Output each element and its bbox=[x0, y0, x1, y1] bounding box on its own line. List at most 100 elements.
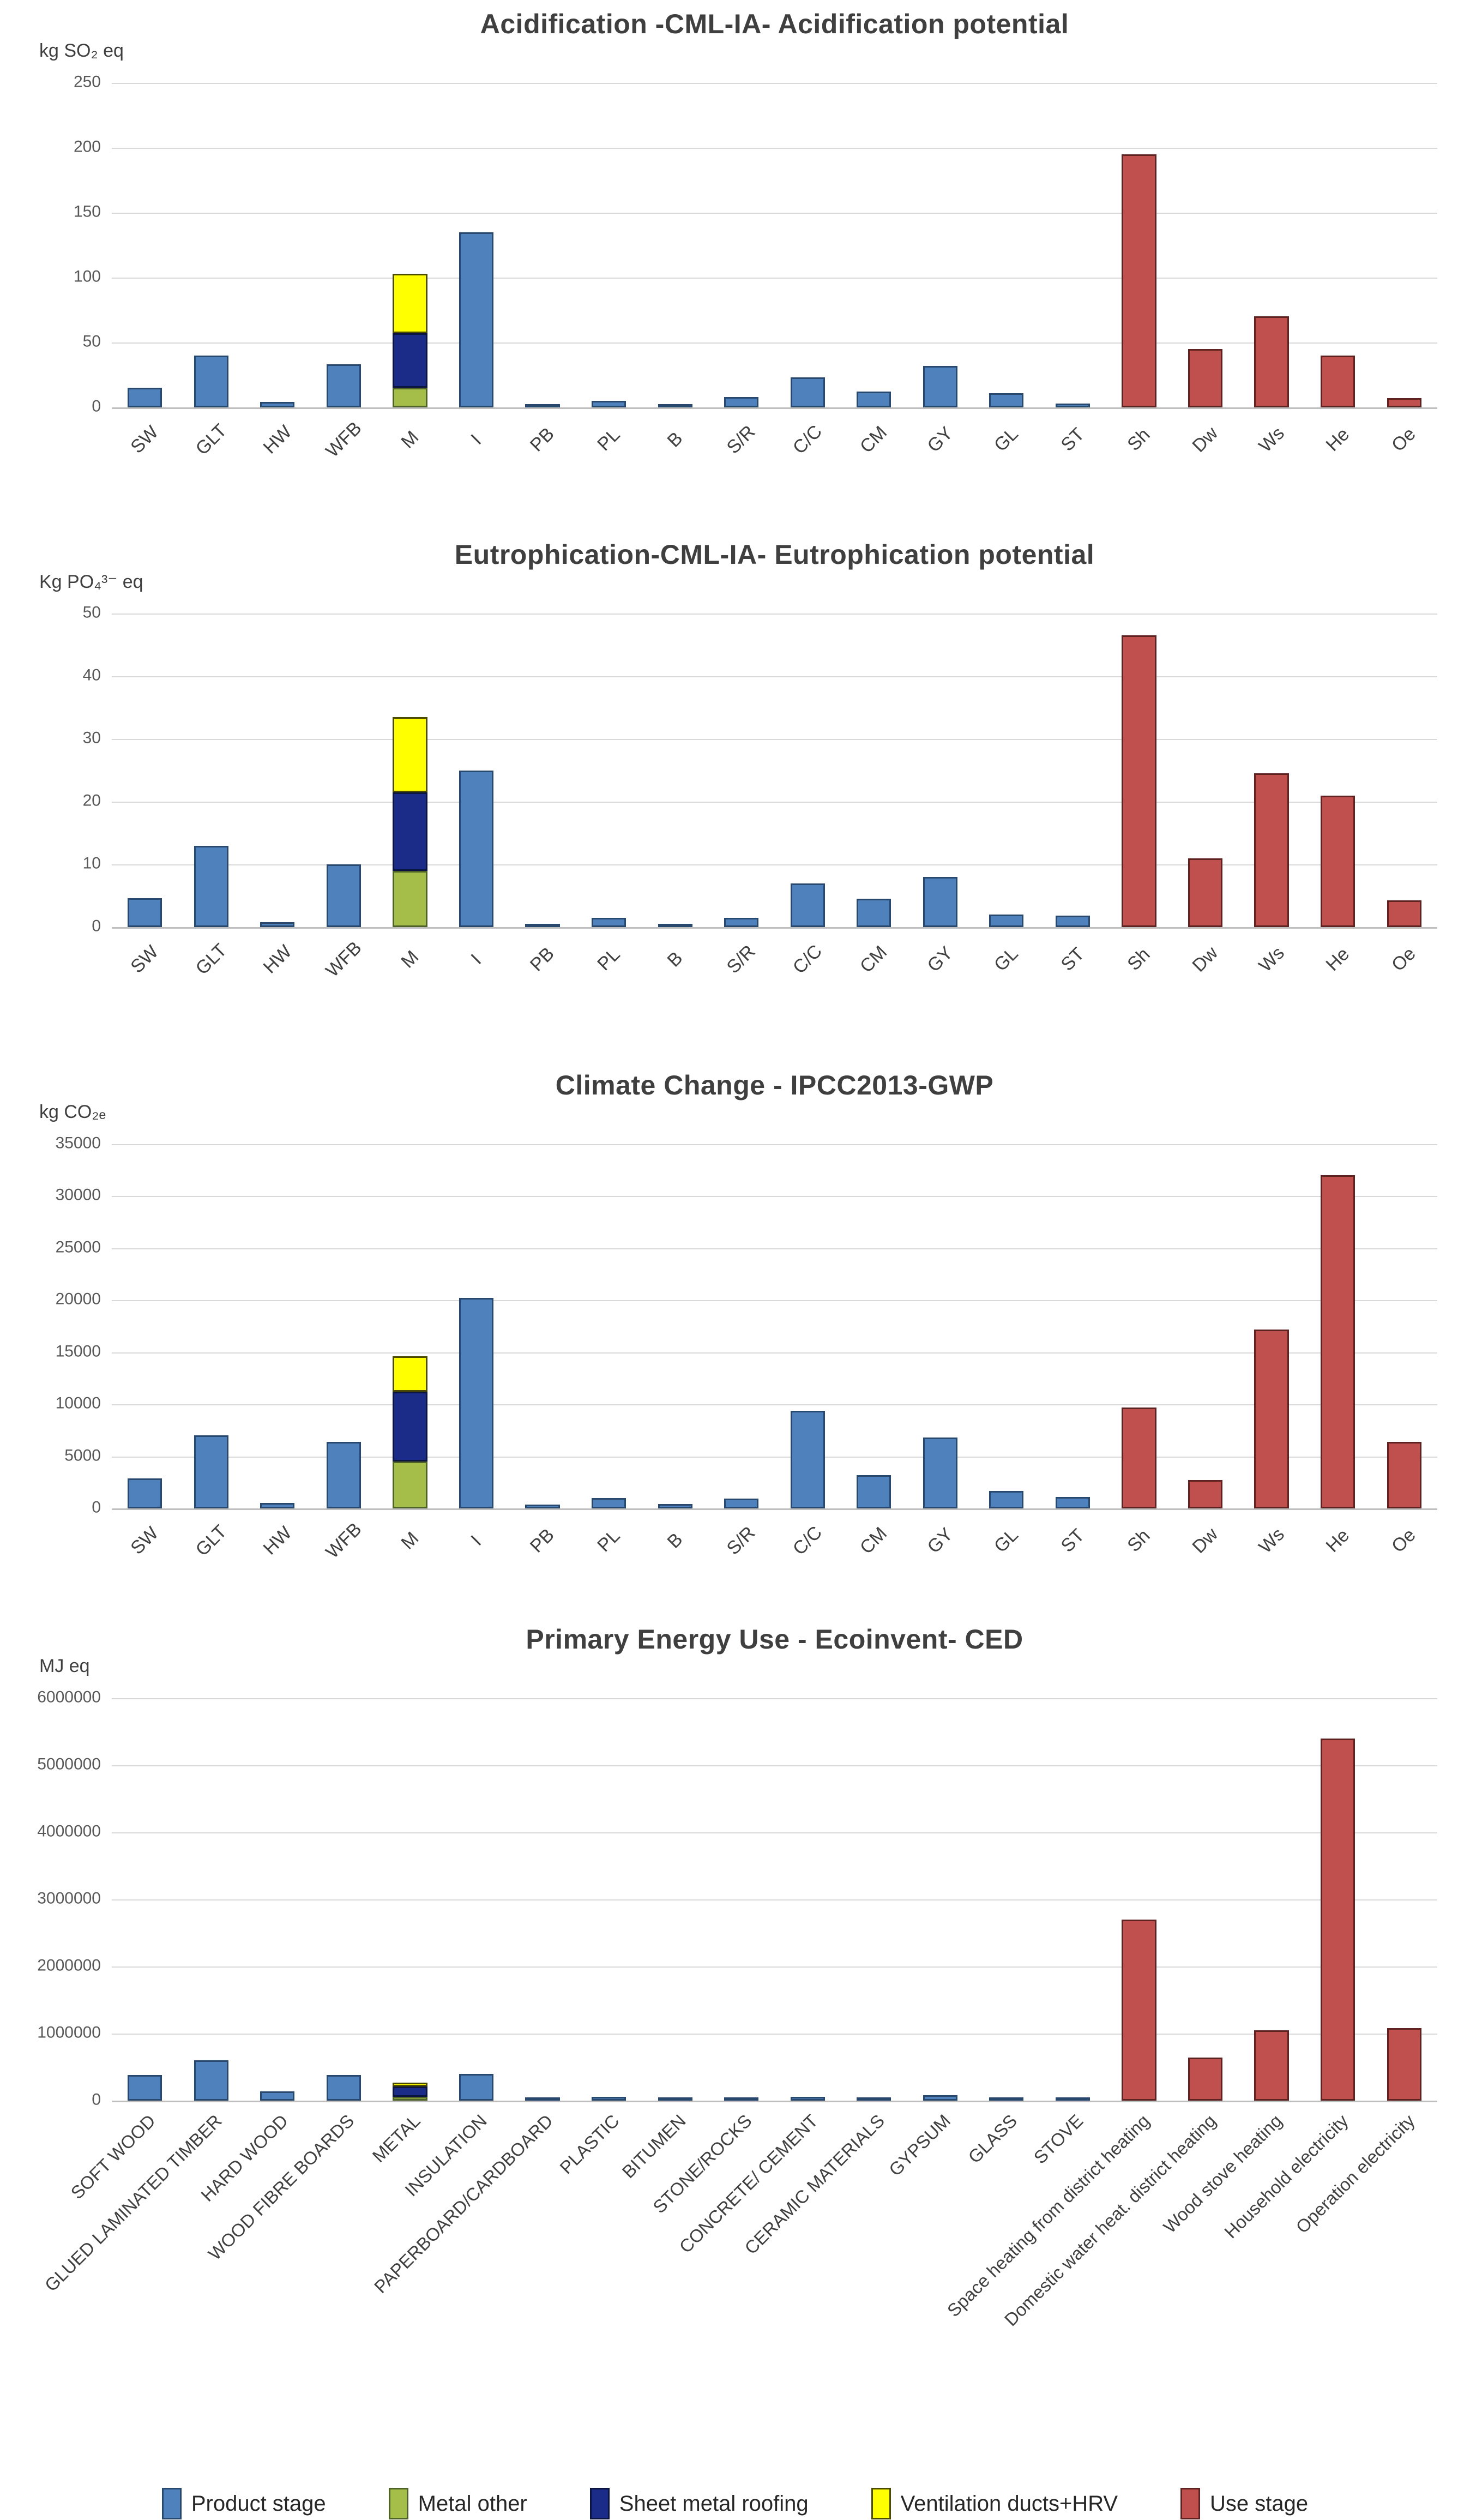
bar-segment-metal-other bbox=[393, 2096, 427, 2101]
y-axis-tick-label: 5000000 bbox=[37, 1755, 101, 1773]
bar-slot bbox=[708, 83, 775, 407]
y-axis: 50 40 30 20 10 0 bbox=[0, 603, 112, 935]
bar-SW bbox=[128, 1144, 162, 1508]
bar-segment-ventilation-ducts-hrv bbox=[393, 273, 427, 334]
bar-segment-product-stage bbox=[459, 1298, 494, 1508]
bar-SW bbox=[128, 614, 162, 927]
gridlines bbox=[112, 1698, 1437, 2102]
x-label-slot: Ws bbox=[1238, 927, 1305, 1014]
y-axis-tick-label: 30000 bbox=[55, 1186, 101, 1204]
x-label-slot: HW bbox=[244, 1508, 311, 1596]
x-label-slot: INSULATION bbox=[401, 2101, 510, 2428]
bar-segment-use-stage bbox=[1254, 1329, 1289, 1508]
bar-slot bbox=[112, 1698, 178, 2101]
bar-slot bbox=[178, 1698, 245, 2101]
bar-slot bbox=[112, 614, 178, 927]
x-axis-label: M bbox=[397, 426, 423, 453]
x-label-slot: Sh bbox=[1106, 407, 1172, 495]
bar-segment-product-stage bbox=[525, 404, 560, 407]
x-label-slot: I bbox=[443, 927, 510, 1014]
bar-segment-product-stage bbox=[857, 392, 891, 407]
x-axis-label: B bbox=[663, 947, 687, 971]
bar-slot bbox=[311, 83, 377, 407]
x-label-slot: M bbox=[377, 407, 443, 495]
x-label-slot: Dw bbox=[1172, 407, 1239, 495]
bars bbox=[112, 1144, 1437, 1508]
bar-slot bbox=[1172, 83, 1239, 407]
x-axis-baseline bbox=[112, 927, 1437, 929]
bar-segment-use-stage bbox=[1387, 900, 1421, 927]
x-axis-label: CM bbox=[856, 1523, 891, 1559]
bar-GLT bbox=[194, 614, 228, 927]
gridline bbox=[112, 676, 1437, 677]
bar-segment-product-stage bbox=[989, 915, 1024, 927]
bar-segment-product-stage bbox=[989, 1490, 1024, 1508]
bar-He bbox=[1321, 614, 1355, 927]
x-axis-label: SW bbox=[126, 422, 163, 458]
gridline bbox=[112, 148, 1437, 149]
bar-segment-product-stage bbox=[1055, 1497, 1091, 1508]
x-axis-label: ST bbox=[1057, 1525, 1088, 1556]
x-label-slot: PB bbox=[509, 1508, 576, 1596]
plot-row: kg CO₂ₑ 35000 30000 25000 20000 15000 10000 50… bbox=[0, 1102, 1437, 1516]
x-label-slot: B bbox=[642, 927, 708, 1014]
x-label-slot: I bbox=[443, 407, 510, 495]
bar-Dw bbox=[1188, 83, 1223, 407]
bar-segment-product-stage bbox=[326, 1441, 362, 1508]
x-axis-label: ST bbox=[1057, 424, 1088, 455]
ventilation-ducts-hrv-swatch-icon bbox=[871, 2488, 891, 2519]
bar-S/R bbox=[724, 83, 759, 407]
bar-slot bbox=[178, 1144, 245, 1508]
x-label-slot: GL bbox=[973, 1508, 1040, 1596]
bar-slot bbox=[443, 1144, 510, 1508]
x-axis-label: METAL bbox=[368, 2110, 425, 2167]
gridline bbox=[112, 278, 1437, 279]
x-axis-label: Sh bbox=[1123, 944, 1154, 975]
bar-He bbox=[1321, 1144, 1355, 1508]
bar-slot bbox=[774, 1144, 841, 1508]
x-label-slot: WFB bbox=[311, 1508, 377, 1596]
bar-ST bbox=[1055, 614, 1091, 927]
bar-B bbox=[658, 614, 692, 927]
bar-segment-use-stage bbox=[1387, 2028, 1421, 2101]
x-axis-label: PL bbox=[593, 424, 624, 455]
primary-energy-chart: Primary Energy Use - Ecoinvent- CED MJ e… bbox=[0, 1623, 1470, 2428]
x-axis-label: GL bbox=[990, 943, 1023, 976]
bar-segment-product-stage bbox=[790, 2096, 825, 2101]
x-axis-label: C/C bbox=[788, 1522, 827, 1560]
bar-M bbox=[393, 1144, 427, 1508]
bar-Domestic water heat. district heating bbox=[1188, 1698, 1223, 2101]
bar-slot bbox=[1238, 83, 1305, 407]
x-label-slot: GL bbox=[973, 927, 1040, 1014]
legend: Product stage Metal other Sheet metal ro… bbox=[0, 2488, 1470, 2519]
bar-slot bbox=[178, 614, 245, 927]
x-label-slot: WFB bbox=[311, 927, 377, 1014]
bar-Household electricity bbox=[1321, 1698, 1355, 2101]
bar-segment-ventilation-ducts-hrv bbox=[393, 1356, 427, 1392]
bar-segment-product-stage bbox=[923, 877, 957, 927]
climate-change-chart: Climate Change - IPCC2013-GWP kg CO₂ₑ 35… bbox=[0, 1069, 1470, 1596]
bar-segment-product-stage bbox=[989, 2097, 1024, 2101]
y-axis-tick-label: 1000000 bbox=[37, 2023, 101, 2042]
bar-segment-use-stage bbox=[1188, 858, 1223, 927]
x-label-slot: M bbox=[377, 927, 443, 1014]
bar-slot bbox=[1106, 614, 1172, 927]
x-label-slot: He bbox=[1305, 927, 1371, 1014]
x-label-slot: He bbox=[1305, 1508, 1371, 1596]
bar-segment-use-stage bbox=[1122, 1407, 1156, 1508]
x-label-slot: Ws bbox=[1238, 407, 1305, 495]
bar-slot bbox=[1238, 614, 1305, 927]
gridline bbox=[112, 1456, 1437, 1458]
gridline bbox=[112, 1196, 1437, 1198]
x-axis-label: WFB bbox=[321, 937, 366, 982]
bar-segment-product-stage bbox=[989, 393, 1024, 407]
gridline bbox=[112, 1300, 1437, 1302]
x-axis-label: I bbox=[467, 430, 485, 449]
x-axis-label: SW bbox=[126, 941, 163, 977]
bar-slot bbox=[1040, 1698, 1106, 2101]
x-axis-label: WFB bbox=[321, 1519, 366, 1563]
x-label-slot: PB bbox=[509, 927, 576, 1014]
bar-S/R bbox=[724, 1144, 759, 1508]
x-axis-label: Dw bbox=[1188, 423, 1222, 456]
x-axis-label: S/R bbox=[722, 941, 760, 978]
